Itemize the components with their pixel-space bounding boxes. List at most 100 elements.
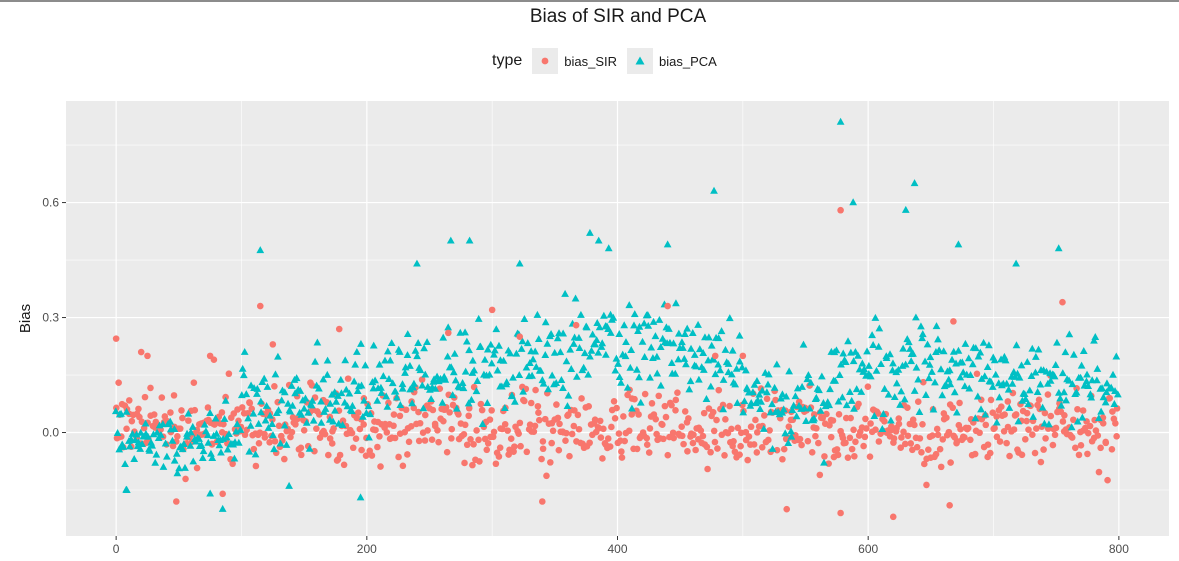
sir-point — [973, 370, 981, 378]
sir-point — [867, 420, 874, 427]
sir-point — [971, 450, 979, 458]
sir-point — [1018, 451, 1026, 459]
pca-point — [416, 366, 425, 374]
sir-point — [521, 397, 528, 405]
sir-point — [531, 422, 539, 430]
sir-point — [697, 427, 705, 434]
pca-point — [695, 375, 703, 383]
sir-point — [833, 446, 841, 453]
sir-point — [252, 462, 260, 470]
sir-point — [734, 424, 742, 432]
pca-point — [997, 355, 1005, 363]
sir-point — [335, 325, 343, 333]
sir-point — [798, 441, 805, 449]
pca-point — [995, 393, 1004, 401]
pca-point — [985, 341, 993, 349]
pca-point — [313, 338, 322, 346]
pca-point — [170, 456, 179, 464]
pca-point — [692, 362, 700, 370]
sir-point — [810, 411, 818, 418]
sir-point — [1109, 408, 1116, 415]
sir-point — [881, 417, 888, 425]
sir-point — [610, 397, 618, 405]
sir-point — [271, 438, 279, 445]
pca-point — [870, 411, 879, 419]
sir-point — [633, 445, 641, 453]
pca-point — [699, 365, 708, 373]
sir-point — [1068, 434, 1076, 441]
pca-point — [704, 333, 713, 341]
sir-point — [562, 437, 569, 445]
pca-point — [211, 414, 220, 422]
pca-point — [909, 349, 917, 357]
pca-point — [643, 311, 652, 318]
pca-point — [852, 385, 861, 393]
pca-point — [239, 371, 248, 379]
sir-point — [888, 423, 895, 430]
sir-point — [424, 427, 431, 434]
sir-point — [390, 411, 398, 418]
pca-point — [447, 363, 456, 371]
sir-point — [752, 416, 759, 424]
pca-point — [350, 377, 359, 385]
sir-point — [946, 502, 953, 509]
legend-key-sir — [532, 48, 559, 74]
sir-point — [631, 395, 638, 403]
sir-point — [416, 419, 424, 427]
sir-point — [1070, 416, 1077, 424]
pca-point — [1073, 417, 1082, 425]
pca-point — [886, 350, 894, 358]
sir-point — [864, 383, 872, 391]
sir-point — [570, 422, 578, 430]
sir-point — [913, 443, 921, 451]
pca-point — [787, 427, 795, 435]
pca-point — [377, 383, 385, 391]
sir-point — [684, 447, 691, 455]
pca-point — [988, 382, 997, 390]
sir-point — [377, 463, 384, 470]
pca-point — [449, 368, 458, 376]
sir-point — [336, 451, 344, 459]
pca-point — [323, 356, 332, 364]
pca-point — [175, 464, 183, 472]
pca-point — [961, 339, 970, 347]
pca-point — [544, 385, 553, 393]
pca-point — [572, 372, 581, 380]
sir-point — [599, 455, 606, 462]
sir-point — [448, 435, 455, 442]
pca-point — [907, 357, 916, 365]
sir-point — [932, 450, 940, 458]
pca-point — [529, 355, 537, 363]
sir-point — [661, 402, 669, 410]
sir-point — [461, 421, 469, 429]
sir-point — [461, 459, 468, 467]
sir-point — [316, 411, 323, 418]
pca-point — [1101, 398, 1110, 406]
pca-point — [326, 399, 335, 407]
sir-point — [618, 454, 626, 461]
sir-point — [758, 444, 766, 451]
pca-point — [727, 370, 736, 378]
pca-point — [308, 396, 317, 404]
pca-point — [1068, 380, 1077, 388]
y-tick-label: 0.0 — [42, 426, 59, 440]
sir-point — [1032, 425, 1040, 432]
pca-point — [515, 371, 524, 379]
pca-point — [854, 351, 862, 359]
sir-point — [1102, 439, 1110, 447]
pca-point — [207, 449, 215, 457]
pca-point — [533, 310, 542, 318]
pca-point — [557, 375, 566, 383]
pca-point — [831, 376, 840, 384]
pca-point — [483, 398, 492, 406]
pca-point — [543, 339, 552, 347]
sir-point — [547, 459, 554, 466]
pca-point — [353, 347, 361, 355]
pca-point — [640, 319, 649, 327]
pca-point — [361, 361, 370, 369]
pca-point — [806, 378, 815, 386]
pca-point — [163, 452, 171, 460]
pca-point — [276, 439, 285, 447]
pca-point — [875, 324, 884, 332]
pca-point — [897, 387, 906, 395]
